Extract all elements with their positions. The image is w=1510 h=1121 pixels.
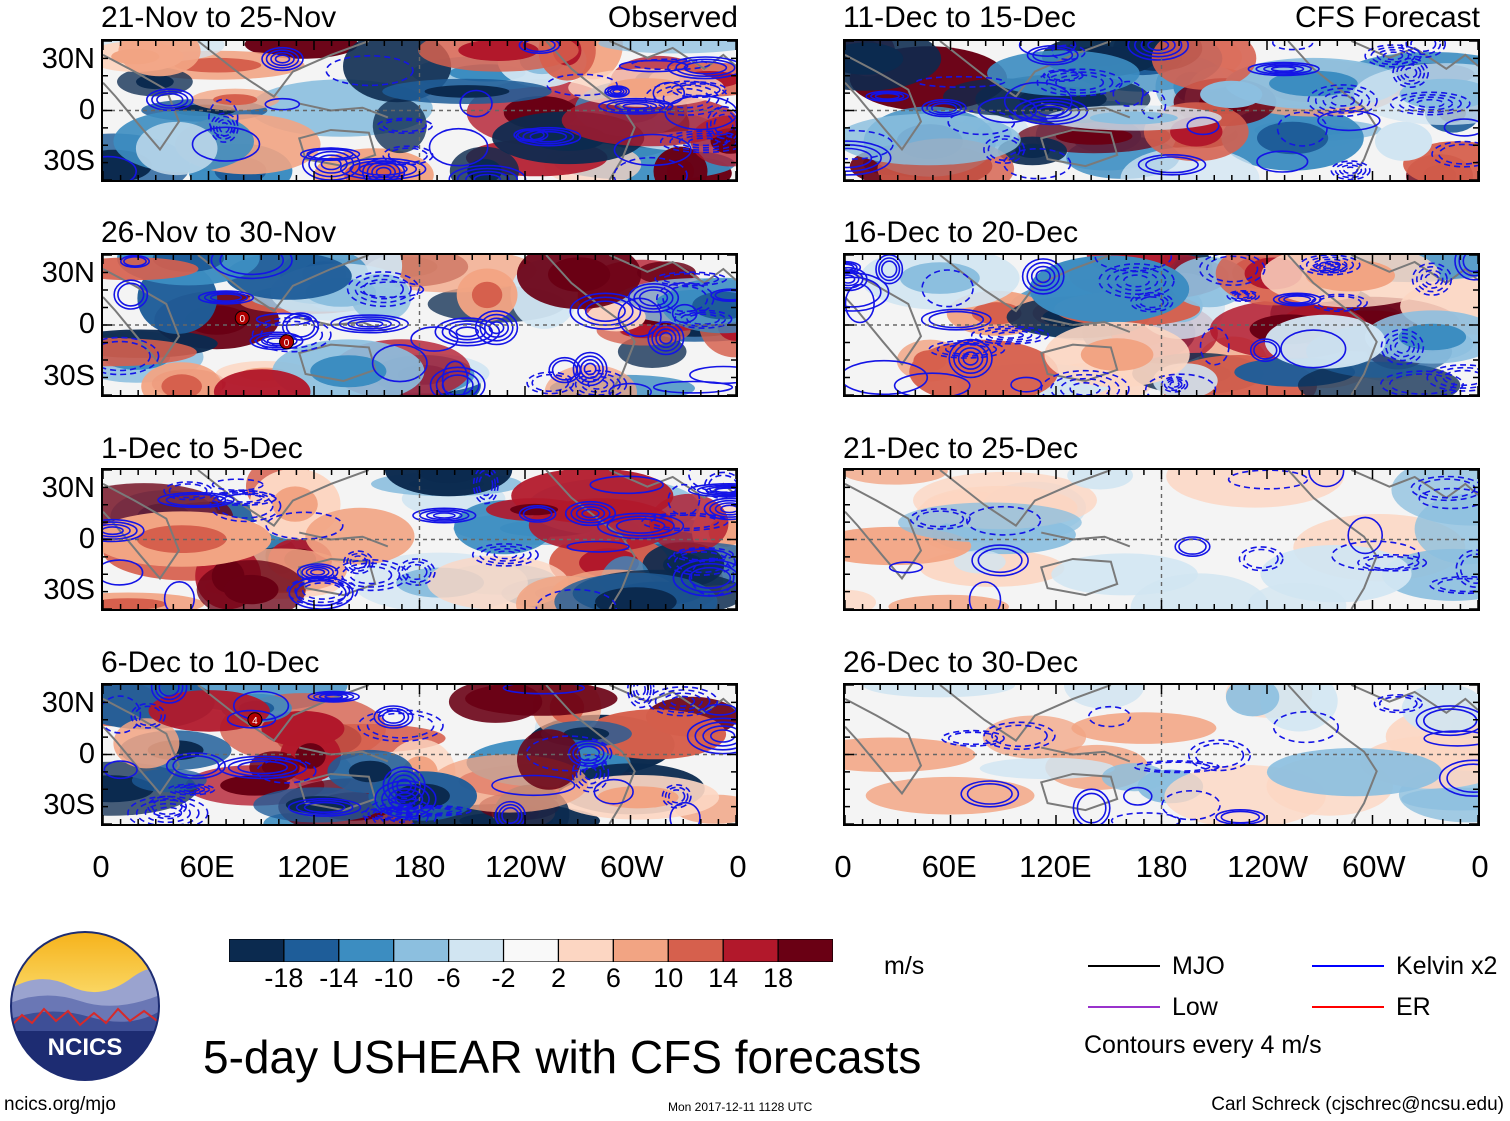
x-tick-label: 0 <box>92 849 110 884</box>
x-tick-label: 60E <box>921 849 977 884</box>
panel-title: 16-Dec to 20-Dec <box>843 216 1079 249</box>
panel-map <box>843 468 1480 611</box>
panel-map <box>843 39 1480 182</box>
svg-text:0: 0 <box>239 314 245 325</box>
colorbar-swatch <box>612 938 669 963</box>
x-tick-label: 0 <box>729 849 747 884</box>
panel-map-svg <box>103 41 736 180</box>
y-tick-label: 30N <box>41 43 95 75</box>
footer-credit: Carl Schreck (cjschrec@ncsu.edu) <box>1211 1094 1504 1115</box>
storm-marker: 0 <box>279 334 295 350</box>
x-tick-label: 0 <box>1471 849 1489 884</box>
colorbar-label: 6 <box>605 963 621 993</box>
y-tick-label: 0 <box>78 522 95 555</box>
panel-label: CFS Forecast <box>1294 1 1480 34</box>
colorbar-swatch <box>448 938 505 963</box>
units-label: m/s <box>884 952 925 980</box>
x-tick-label: 180 <box>1135 849 1188 884</box>
panel-map-svg <box>845 255 1478 395</box>
legend-label: Kelvin x2 <box>1396 952 1498 980</box>
panel-title: 21-Nov to 25-Nov <box>101 1 337 34</box>
x-tick-label: 60W <box>599 849 664 884</box>
panel-title: 6-Dec to 10-Dec <box>101 646 320 679</box>
panel-map-svg <box>845 41 1478 180</box>
colorbar-swatch <box>502 938 560 963</box>
colorbar-swatch <box>667 938 724 963</box>
legend-line <box>1088 1006 1160 1008</box>
panel-map <box>843 683 1480 826</box>
svg-text:4: 4 <box>252 716 258 727</box>
ncics-logo: NCICS <box>10 931 160 1081</box>
colorbar-swatch <box>557 938 614 963</box>
storm-marker: 4 <box>247 712 263 728</box>
footer-url[interactable]: ncics.org/mjo <box>4 1094 116 1115</box>
panel-map <box>101 468 738 611</box>
x-tick-label: 120W <box>485 849 567 884</box>
colorbar-label: -18 <box>264 963 304 993</box>
colorbar-label: -10 <box>374 963 414 993</box>
y-tick-label: 0 <box>78 93 95 126</box>
y-tick-label: 30N <box>41 472 95 504</box>
panel-label: Observed <box>607 1 738 34</box>
colorbar-label: 10 <box>653 963 684 993</box>
y-tick-label: 0 <box>78 308 95 340</box>
legend-label: Low <box>1172 993 1218 1021</box>
y-tick-label: 30S <box>43 574 95 606</box>
legend-label: MJO <box>1172 952 1225 980</box>
y-tick-label: 30N <box>41 687 95 719</box>
panel-title: 26-Dec to 30-Dec <box>843 646 1079 679</box>
x-tick-label: 120W <box>1227 849 1309 884</box>
y-tick-label: 30S <box>43 789 95 821</box>
colorbar-swatch <box>338 938 395 963</box>
main-title: 5-day USHEAR with CFS forecasts <box>203 1031 922 1083</box>
colorbar-swatch <box>722 938 779 963</box>
contour-note: Contours every 4 m/s <box>1084 1031 1322 1059</box>
colorbar-label: -6 <box>436 963 461 993</box>
x-tick-label: 0 <box>834 849 852 884</box>
panel-map <box>843 253 1480 397</box>
colorbar-swatch <box>283 938 340 963</box>
colorbar-swatch <box>228 938 285 963</box>
colorbar-swatch <box>393 938 450 963</box>
panel-map-svg <box>845 470 1478 609</box>
colorbar <box>228 938 834 963</box>
panel-title: 26-Nov to 30-Nov <box>101 216 337 249</box>
panel-title: 21-Dec to 25-Dec <box>843 432 1079 465</box>
y-tick-label: 30S <box>43 145 95 177</box>
panel-map: 4 <box>101 683 738 826</box>
panel-map-svg: 00 <box>103 255 736 395</box>
legend-line <box>1312 965 1384 967</box>
legend-line <box>1088 965 1160 967</box>
colorbar-label: 18 <box>763 963 794 993</box>
panel-map-svg <box>845 685 1478 824</box>
colorbar-swatch <box>777 938 834 963</box>
x-tick-label: 120E <box>1019 849 1092 884</box>
x-tick-label: 60W <box>1341 849 1406 884</box>
svg-text:0: 0 <box>284 338 290 349</box>
colorbar-label: 14 <box>708 963 739 993</box>
colorbar-label: 2 <box>550 963 566 993</box>
panel-title: 11-Dec to 15-Dec <box>843 1 1076 34</box>
legend-label: ER <box>1396 993 1431 1021</box>
legend-line <box>1312 1006 1384 1008</box>
panel-map-svg: 4 <box>103 685 736 824</box>
y-tick-label: 30N <box>41 257 95 289</box>
y-tick-label: 0 <box>78 737 95 770</box>
colorbar-svg <box>228 938 834 963</box>
x-tick-label: 180 <box>393 849 446 884</box>
storm-marker: 0 <box>234 310 250 326</box>
x-tick-label: 120E <box>277 849 350 884</box>
panel-map <box>101 39 738 182</box>
ncics-logo-graphic: NCICS <box>10 931 160 1081</box>
x-tick-label: 60E <box>179 849 235 884</box>
y-tick-label: 30S <box>43 360 95 392</box>
logo-text: NCICS <box>48 1034 123 1061</box>
panel-title: 1-Dec to 5-Dec <box>101 432 303 465</box>
footer-timestamp: Mon 2017-12-11 1128 UTC <box>668 1100 813 1114</box>
colorbar-label: -2 <box>491 963 516 993</box>
colorbar-label: -14 <box>319 963 359 993</box>
panel-map-svg <box>103 470 736 609</box>
